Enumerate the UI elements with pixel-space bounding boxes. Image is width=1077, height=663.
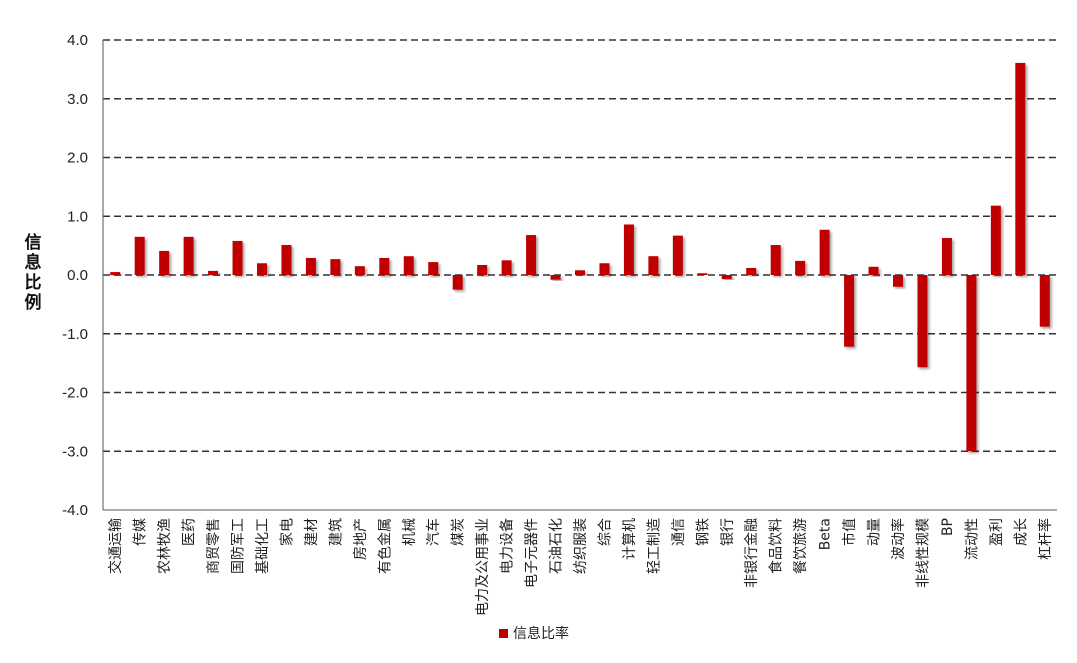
x-tick-label: 房地产 — [353, 518, 369, 560]
bar — [1039, 275, 1050, 327]
bar — [599, 263, 610, 275]
bar — [134, 236, 145, 275]
x-tick-label: 机械 — [402, 518, 418, 546]
bar — [330, 259, 341, 275]
x-tick-label: 有色金属 — [376, 518, 393, 574]
x-tick-label: 计算机 — [622, 518, 638, 560]
y-tick-label: -3.0 — [62, 443, 88, 460]
x-tick-label: 餐饮旅游 — [793, 518, 809, 574]
x-tick-label: 建材 — [304, 518, 320, 546]
x-tick-label: 传媒 — [133, 518, 149, 546]
x-tick-label: 医药 — [182, 518, 198, 546]
legend-label: 信息比率 — [513, 625, 569, 642]
x-tick-label: 波动率 — [890, 518, 907, 560]
x-tick-label: 综合 — [597, 518, 613, 546]
x-tick-label: 食品饮料 — [768, 518, 785, 574]
x-tick-label: 农林牧渔 — [157, 518, 173, 574]
bar — [770, 245, 781, 275]
y-axis-label-char: 信 — [25, 232, 42, 253]
bar — [379, 257, 390, 275]
bar — [575, 270, 585, 275]
y-tick-label: 0.0 — [67, 267, 88, 284]
x-tick-label: 电力设备 — [499, 518, 516, 574]
bar — [819, 229, 830, 275]
bar — [452, 275, 463, 290]
bars — [110, 62, 1050, 452]
x-tick-label: 煤炭 — [451, 518, 467, 546]
y-tick-label: -1.0 — [62, 326, 88, 343]
bar — [966, 275, 977, 452]
bar — [159, 250, 170, 275]
x-tick-label: Beta — [818, 518, 834, 550]
bar — [354, 266, 365, 275]
bar — [941, 237, 952, 275]
bar — [672, 235, 683, 275]
bar — [257, 263, 267, 275]
x-tick-label: BP — [940, 518, 956, 536]
x-tick-label: 流动性 — [964, 518, 980, 560]
x-tick-label: 建筑 — [328, 518, 344, 546]
x-tick-label: 汽车 — [425, 518, 442, 546]
x-tick-label: 钢铁 — [695, 518, 711, 546]
x-tick-label: 非银行金融 — [744, 518, 760, 588]
bar — [697, 273, 708, 275]
bar — [208, 270, 219, 275]
x-tick-label: 杠杆率 — [1037, 518, 1054, 560]
x-tick-label: 电子元器件 — [524, 518, 540, 588]
y-axis-label-char: 例 — [25, 292, 42, 313]
x-tick-label: 国防军工 — [231, 518, 247, 574]
x-tick-label: 通信 — [671, 518, 687, 546]
bar — [281, 245, 292, 275]
bar — [550, 275, 561, 280]
y-tick-label: -2.0 — [62, 385, 88, 402]
bar — [746, 267, 757, 275]
x-tick-label: 银行 — [720, 518, 736, 546]
bar — [428, 262, 439, 275]
y-tick-label: 1.0 — [67, 208, 88, 225]
y-tick-label: 4.0 — [67, 32, 88, 49]
y-axis: 4.0 3.0 2.0 1.0 0.0 -1.0 -2.0 -3.0 -4.0 — [62, 32, 104, 519]
bar — [795, 260, 806, 275]
legend-swatch — [499, 629, 508, 638]
x-tick-label: 基础化工 — [254, 518, 271, 574]
bar — [1015, 62, 1026, 275]
category-labels: 交通运输 传媒 农林牧渔 医药 商贸零售 国防军工 基础化工 家电 建材 建筑 房地产 有色金属 机械汽… — [107, 518, 1054, 616]
bar — [477, 265, 488, 275]
bar — [501, 260, 512, 275]
bar — [305, 257, 316, 275]
bar — [183, 236, 194, 275]
y-axis-label-char: 比 — [25, 272, 42, 293]
x-tick-label: 动量 — [867, 518, 883, 546]
y-tick-label: 3.0 — [67, 91, 88, 108]
x-tick-label: 家电 — [278, 518, 295, 546]
y-tick-label: 2.0 — [67, 150, 88, 167]
x-tick-label: 盈利 — [989, 518, 1005, 546]
x-tick-label: 成长 — [1013, 518, 1029, 546]
x-tick-label: 轻工制造 — [646, 518, 662, 574]
bar — [893, 275, 903, 287]
y-axis-label-char: 息 — [25, 252, 42, 273]
bar — [868, 266, 879, 275]
bar — [110, 272, 121, 275]
bar — [526, 235, 537, 275]
x-tick-label: 纺织服装 — [573, 518, 589, 574]
bar — [917, 275, 928, 368]
bar — [990, 205, 1001, 275]
bar — [403, 256, 414, 275]
legend: 信息比率 — [499, 625, 569, 642]
x-tick-label: 非线性规模 — [915, 518, 931, 588]
y-tick-label: -4.0 — [62, 502, 88, 519]
bar — [648, 256, 659, 275]
x-tick-label: 交通运输 — [107, 518, 124, 574]
x-tick-label: 电力及公用事业 — [475, 518, 491, 616]
bar — [844, 275, 855, 347]
bar — [721, 275, 732, 280]
x-tick-label: 市值 — [841, 518, 858, 546]
bar — [232, 240, 243, 275]
bar — [623, 224, 634, 275]
x-tick-label: 商贸零售 — [206, 518, 222, 574]
x-tick-label: 石油石化 — [549, 518, 565, 574]
